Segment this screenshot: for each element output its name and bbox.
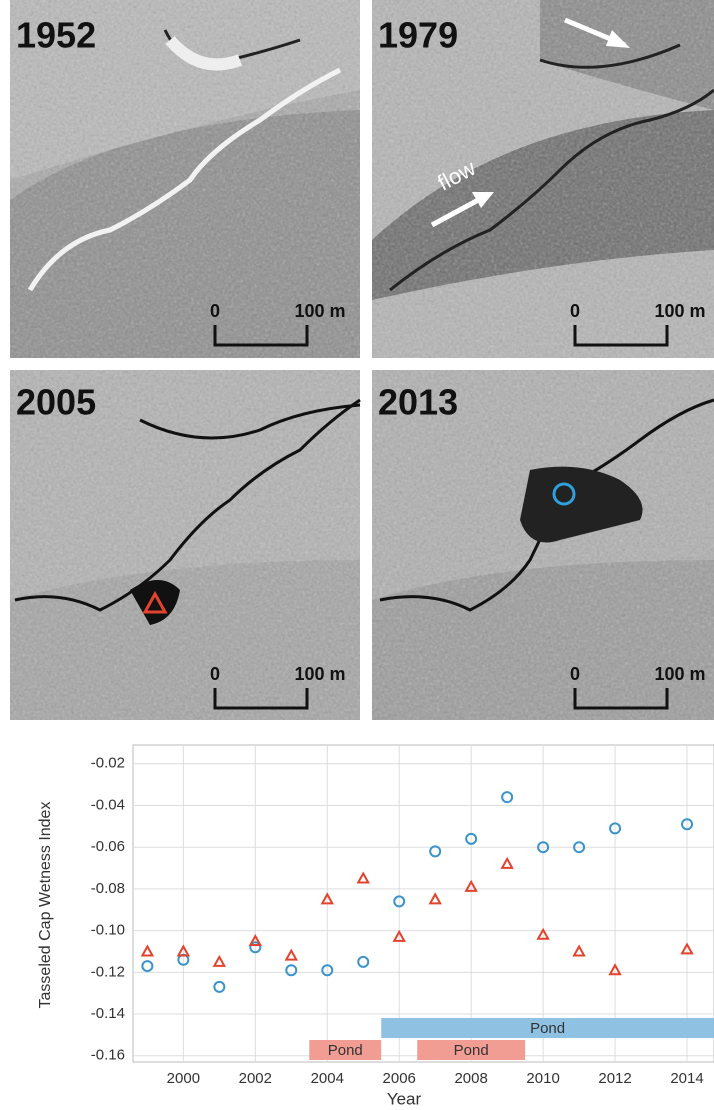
scale-label: 100 m [654,664,705,684]
panel-year: 2005 [16,382,96,423]
y-tick-label: -0.02 [91,755,125,772]
x-tick-label: 2000 [167,1070,200,1087]
x-tick-label: 2014 [670,1070,703,1087]
period-label: Pond [530,1020,565,1037]
scale-label: 0 [570,301,580,321]
x-tick-label: 2008 [454,1070,487,1087]
figure: 1952 0 100 m flow 1979 0 100 m 2005 0 10… [0,0,714,1110]
panel-year: 2013 [378,382,458,423]
scale-label: 0 [210,664,220,684]
x-axis-label: Year [387,1089,422,1108]
y-tick-label: -0.04 [91,796,125,813]
scale-label: 100 m [294,664,345,684]
y-axis-label: Tasseled Cap Wetness Index [37,802,54,1009]
period-label: Pond [328,1042,363,1059]
photo-panel: 2013 0 100 m [372,370,714,720]
x-tick-label: 2006 [383,1070,416,1087]
photo-panel: 2005 0 100 m [10,370,360,720]
x-tick-label: 2004 [311,1070,344,1087]
y-tick-label: -0.08 [91,880,125,897]
scale-label: 0 [210,301,220,321]
period-label: Pond [454,1042,489,1059]
panel-year: 1952 [16,15,96,56]
scale-label: 0 [570,664,580,684]
x-tick-label: 2002 [239,1070,272,1087]
y-tick-label: -0.14 [91,1005,125,1022]
photo-panel: flow 1979 0 100 m [372,0,714,358]
y-tick-label: -0.06 [91,838,125,855]
y-tick-label: -0.10 [91,922,125,939]
y-tick-label: -0.16 [91,1047,125,1064]
y-tick-label: -0.12 [91,963,125,980]
scale-label: 100 m [654,301,705,321]
panel-year: 1979 [378,15,458,56]
x-tick-label: 2010 [526,1070,559,1087]
photo-panel: 1952 0 100 m [10,0,360,358]
scale-label: 100 m [294,301,345,321]
x-tick-label: 2012 [598,1070,631,1087]
